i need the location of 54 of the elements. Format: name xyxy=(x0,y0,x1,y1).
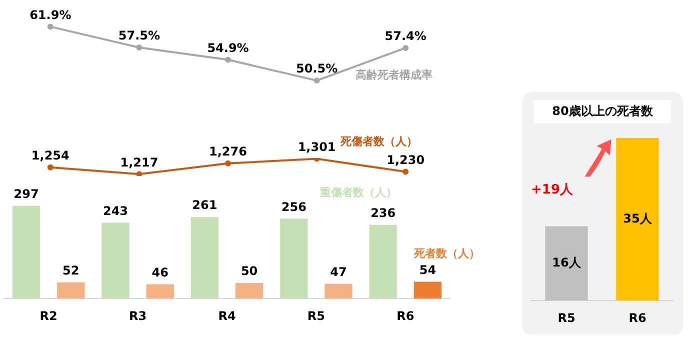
bar xyxy=(369,224,397,299)
data-label: 54 xyxy=(419,262,436,277)
bar xyxy=(235,282,264,299)
bar xyxy=(102,222,130,299)
point xyxy=(136,171,142,176)
data-label: 52 xyxy=(62,263,80,278)
data-label: 57.4% xyxy=(384,29,426,44)
x-tick-label: R5 xyxy=(558,310,576,325)
data-label: 35人 xyxy=(623,211,653,226)
bar xyxy=(280,218,308,299)
annotation: +19人 xyxy=(531,182,574,198)
data-label: 54.9% xyxy=(207,40,249,55)
data-label: 1,276 xyxy=(209,144,247,158)
series-label: 死傷者数（人） xyxy=(340,135,418,148)
data-label: 243 xyxy=(102,204,128,218)
data-label: 61.9% xyxy=(30,8,72,22)
point xyxy=(314,78,320,84)
text: 重傷者数（人） xyxy=(318,186,397,200)
x-tick-label: R2 xyxy=(40,308,58,323)
data-label: 297 xyxy=(14,186,39,201)
chart-title: 80歳以上の死者数 xyxy=(534,100,671,123)
point xyxy=(136,44,142,50)
bar xyxy=(12,206,40,299)
data-label: 1,301 xyxy=(298,140,336,154)
data-label: 1,217 xyxy=(120,155,158,170)
data-label: 256 xyxy=(281,200,306,214)
x-tick-label: R6 xyxy=(396,308,414,323)
point xyxy=(402,168,409,175)
data-label: 1,230 xyxy=(386,152,425,167)
point xyxy=(47,24,54,30)
data-label: 236 xyxy=(370,206,396,220)
point xyxy=(47,164,54,170)
data-label: 1,254 xyxy=(31,148,70,162)
point xyxy=(402,44,409,51)
point xyxy=(225,56,231,63)
bar xyxy=(414,282,442,299)
series-label: 死者数（人） xyxy=(412,247,480,260)
data-label: 261 xyxy=(192,198,218,212)
bar xyxy=(190,217,219,299)
data-label: 46 xyxy=(152,265,168,280)
bar xyxy=(146,284,174,299)
data-label: 57.5% xyxy=(118,28,160,43)
x-tick-label: R6 xyxy=(628,310,646,325)
x-tick-label: R3 xyxy=(129,308,147,323)
data-label: 50.5% xyxy=(296,62,338,76)
x-tick-label: R4 xyxy=(218,308,236,323)
x-tick-label: R5 xyxy=(307,308,325,323)
point xyxy=(225,160,231,166)
data-label: 50 xyxy=(240,264,258,278)
data-label: 16人 xyxy=(552,256,582,270)
data-label: 47 xyxy=(330,265,347,280)
series-label: 高齢死者構成率 xyxy=(356,68,433,82)
bar xyxy=(57,282,85,299)
bar xyxy=(324,284,352,299)
